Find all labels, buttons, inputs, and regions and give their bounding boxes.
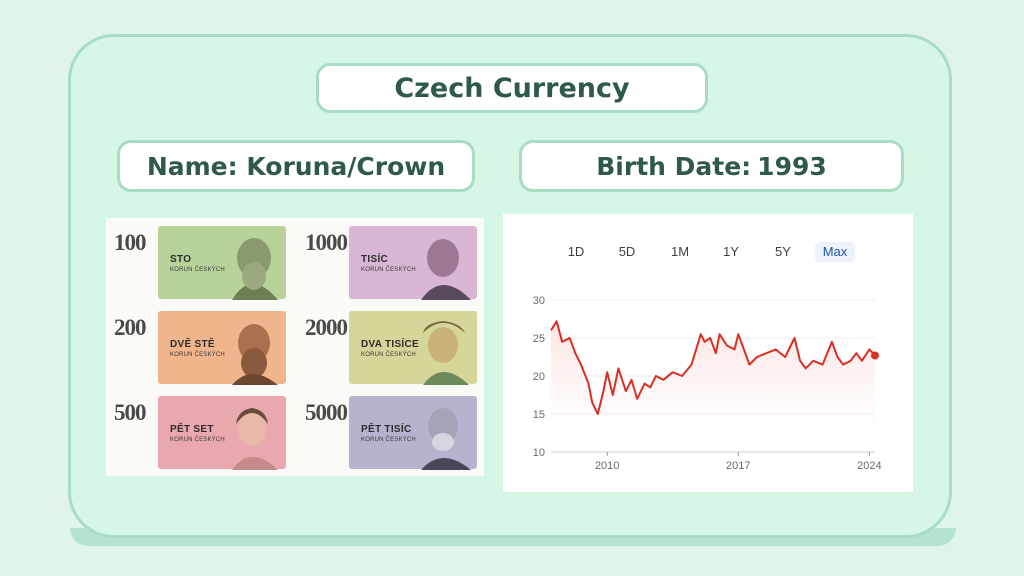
banknote-100: 100 STO KORUN ČESKÝCH xyxy=(108,222,290,303)
portrait-icon xyxy=(232,238,278,300)
portrait-icon xyxy=(421,239,471,300)
banknote-2000: 2000 DVA TISÍCE KORUN ČESKÝCH xyxy=(299,307,481,388)
banknote-500: 500 PĚT SET KORUN ČESKÝCH xyxy=(108,392,290,473)
banknote-word: PĚT TISÍC xyxy=(361,424,412,435)
tab-5d[interactable]: 5D xyxy=(618,244,636,259)
last-point-marker xyxy=(871,351,879,360)
banknote-1000: 1000 TISÍC KORUN ČESKÝCH xyxy=(299,222,481,303)
page-title: Czech Currency xyxy=(316,63,708,113)
banknote-word: DVĚ STĚ xyxy=(170,339,215,350)
banknote-200: 200 DVĚ STĚ KORUN ČESKÝCH xyxy=(108,307,290,388)
banknote-denomination: 5000 xyxy=(305,400,348,425)
title-text: Czech Currency xyxy=(394,72,630,104)
banknote-denomination: 2000 xyxy=(305,315,348,340)
banknote-subtitle: KORUN ČESKÝCH xyxy=(170,267,225,273)
exchange-rate-chart: 1D 5D 1M 1Y 5Y Max 10 15 20 25 30 2010 2017 202… xyxy=(503,214,913,492)
banknote-subtitle: KORUN ČESKÝCH xyxy=(170,437,225,443)
y-tick-label: 20 xyxy=(533,371,545,383)
birth-label: Birth Date: xyxy=(596,151,752,181)
portrait-icon xyxy=(232,324,278,385)
y-tick-label: 30 xyxy=(533,295,545,307)
series-area xyxy=(551,321,875,452)
banknote-denomination: 200 xyxy=(114,315,146,340)
banknote-subtitle: KORUN ČESKÝCH xyxy=(361,352,416,358)
tab-1d[interactable]: 1D xyxy=(567,244,585,259)
banknote-word: PĚT SET xyxy=(170,424,214,435)
name-label: Name: xyxy=(146,151,238,181)
x-tick-label: 2010 xyxy=(595,460,619,472)
banknote-subtitle: KORUN ČESKÝCH xyxy=(170,352,225,358)
banknote-subtitle: KORUN ČESKÝCH xyxy=(361,267,416,273)
portrait-icon xyxy=(423,321,469,385)
name-card: Name: Koruna/Crown xyxy=(117,140,475,192)
y-tick-label: 15 xyxy=(533,409,545,421)
banknote-word: STO xyxy=(170,254,192,265)
banknote-subtitle: KORUN ČESKÝCH xyxy=(361,437,416,443)
banknote-denomination: 100 xyxy=(114,230,146,255)
portrait-icon xyxy=(232,408,278,470)
banknote-5000: 5000 PĚT TISÍC KORUN ČESKÝCH xyxy=(299,392,481,473)
tab-5y[interactable]: 5Y xyxy=(775,244,791,259)
tab-1y[interactable]: 1Y xyxy=(723,244,739,259)
range-tabs: 1D 5D 1M 1Y 5Y Max xyxy=(503,242,913,262)
y-tick-label: 25 xyxy=(533,333,545,345)
banknote-denomination: 500 xyxy=(114,400,146,425)
banknote-word: TISÍC xyxy=(361,254,389,265)
x-tick-label: 2017 xyxy=(726,460,750,472)
chart-plot: 10 15 20 25 30 2010 2017 2024 xyxy=(533,295,882,472)
portrait-icon xyxy=(421,408,471,470)
banknote-denomination: 1000 xyxy=(305,230,348,255)
name-value: Koruna/Crown xyxy=(246,151,446,181)
y-tick-label: 10 xyxy=(533,447,545,459)
series-line xyxy=(550,320,876,415)
birth-date-card: Birth Date: 1993 xyxy=(519,140,904,192)
banknotes-image: 100 STO KORUN ČESKÝCH 1000 TISÍC KORUN Č… xyxy=(106,218,484,476)
birth-value: 1993 xyxy=(757,151,827,181)
tab-1m[interactable]: 1M xyxy=(670,244,690,259)
tab-max[interactable]: Max xyxy=(815,242,855,262)
x-tick-label: 2024 xyxy=(857,460,881,472)
banknote-word: DVA TISÍCE xyxy=(361,339,420,350)
